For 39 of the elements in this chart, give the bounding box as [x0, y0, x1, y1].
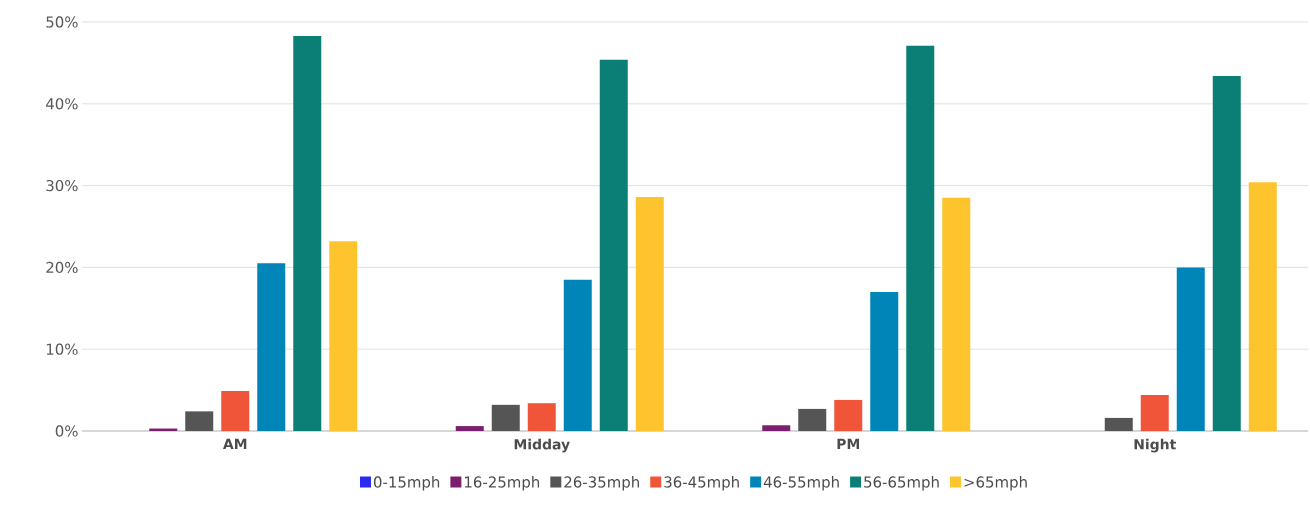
bar [563, 279, 592, 431]
y-tick-label: 30% [46, 179, 78, 192]
bar [798, 408, 827, 431]
x-tick-label: Night [1134, 438, 1176, 453]
bar [527, 403, 556, 431]
bar [221, 390, 250, 431]
bar [1248, 182, 1277, 431]
y-tick-label: 0% [55, 425, 78, 437]
bar [762, 425, 791, 431]
legend-label: 56-65mph [864, 476, 939, 491]
y-tick-label: 20% [46, 261, 78, 274]
x-tick-label: PM [837, 438, 860, 449]
bar [942, 197, 971, 431]
bar [329, 241, 358, 431]
bar [185, 411, 214, 431]
bar [906, 45, 935, 431]
legend-label: 16-25mph [465, 476, 540, 491]
y-tick-label: 10% [46, 343, 78, 355]
bar [870, 291, 899, 431]
bar [1212, 75, 1241, 431]
bar [635, 197, 664, 431]
bar [599, 59, 628, 431]
bar [1104, 417, 1133, 431]
legend-label: 26-35mph [564, 476, 639, 491]
legend-label: >65mph [964, 476, 1027, 491]
legend-label: 46-55mph [763, 476, 839, 491]
y-tick-label: 50% [46, 16, 78, 28]
legend-label: 0-15mph [373, 476, 440, 491]
bar [491, 404, 520, 431]
bar [1140, 395, 1169, 431]
bar [293, 35, 322, 431]
x-tick-label: AM [222, 438, 247, 449]
bar [455, 426, 484, 431]
bar [257, 263, 286, 431]
y-tick-label: 40% [46, 98, 78, 110]
legend-label: 36-45mph [664, 476, 739, 491]
bar [834, 399, 863, 431]
x-tick-label: Midday [514, 438, 570, 453]
bar [1176, 267, 1205, 431]
